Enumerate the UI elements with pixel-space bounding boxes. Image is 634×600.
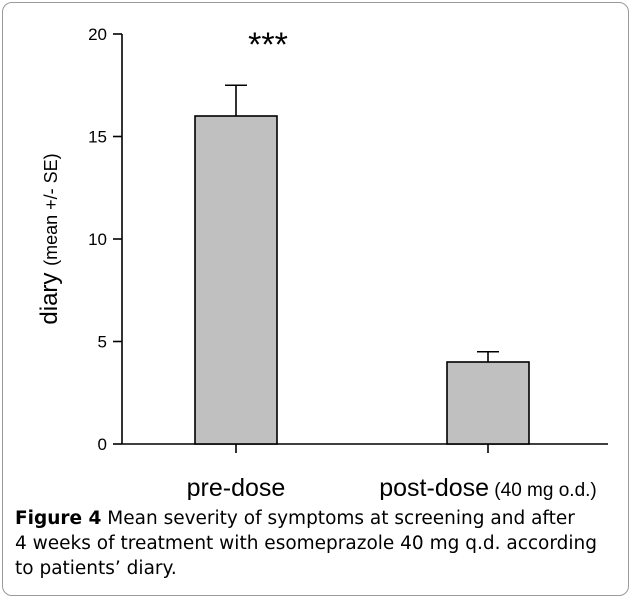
- y-axis-label-main: diary: [36, 266, 63, 325]
- bar-post-dose: [446, 361, 530, 445]
- caption-line-1: Figure 4 Mean severity of symptoms at sc…: [15, 506, 625, 531]
- chart-labels: pre-dose *** post-dose (40 mg o.d.): [187, 26, 597, 500]
- x-tick-label-pre-dose: pre-dose: [187, 474, 286, 500]
- caption-text-1: Mean severity of symptoms at screening a…: [107, 508, 575, 529]
- y-tick-label-15: 15: [88, 128, 107, 147]
- bar-pre-dose: [194, 115, 278, 445]
- x-tick-label-post-dose: post-dose (40 mg o.d.): [379, 474, 597, 500]
- y-tick-label-10: 10: [88, 230, 107, 249]
- chart-bars: [194, 84, 530, 445]
- caption-line-2: 4 weeks of treatment with esomeprazole 4…: [15, 533, 597, 554]
- y-tick-label-0: 0: [98, 435, 107, 454]
- figure-label: Figure 4: [15, 508, 102, 529]
- significance-marker: ***: [248, 26, 288, 64]
- category-name: post-dose: [379, 474, 489, 500]
- category-name: pre-dose: [187, 474, 286, 500]
- y-tick-label-20: 20: [88, 25, 107, 44]
- y-axis-label: diary (mean +/- SE): [36, 153, 63, 324]
- y-tick-label-5: 5: [98, 333, 107, 352]
- caption-line-3: to patients’ diary.: [15, 558, 177, 579]
- category-suffix: (40 mg o.d.): [489, 480, 597, 500]
- y-axis-label-suffix: (mean +/- SE): [41, 153, 61, 266]
- figure-frame: [2, 2, 629, 596]
- figure-caption: Figure 4 Mean severity of symptoms at sc…: [15, 506, 625, 581]
